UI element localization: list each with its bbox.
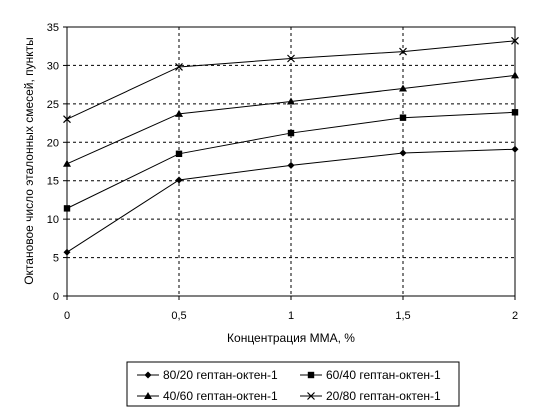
data-point xyxy=(175,176,183,184)
data-point xyxy=(399,149,407,157)
legend-box xyxy=(126,361,460,407)
series-layer xyxy=(63,36,519,256)
x-tick-label: 2 xyxy=(512,310,518,322)
y-tick-label: 30 xyxy=(47,60,59,72)
y-axis-title: Октановое число эталонных смесей, пункты xyxy=(22,37,36,285)
data-point xyxy=(287,129,295,137)
y-tick-label: 20 xyxy=(47,137,59,149)
series-4 xyxy=(63,36,519,124)
y-tick-label: 5 xyxy=(53,253,59,265)
data-point xyxy=(511,109,519,116)
data-point xyxy=(511,71,519,79)
data-point xyxy=(175,109,183,117)
data-point xyxy=(287,54,295,63)
data-point xyxy=(63,248,71,256)
legend-label: 40/60 гептан-октен-1 xyxy=(163,389,278,403)
data-point xyxy=(63,115,71,124)
data-point xyxy=(399,114,407,121)
legend-item: 40/60 гептан-октен-1 xyxy=(137,389,278,403)
data-point xyxy=(511,145,519,153)
y-tick-label: 0 xyxy=(53,291,59,303)
data-point xyxy=(399,47,407,56)
y-tick-label: 35 xyxy=(47,22,59,34)
x-tick-label: 1 xyxy=(288,310,294,322)
y-tick-label: 15 xyxy=(47,176,59,188)
data-point xyxy=(399,84,407,92)
legend-marker xyxy=(307,371,315,379)
legend-label: 80/20 гептан-октен-1 xyxy=(163,368,278,382)
series-1 xyxy=(63,145,519,256)
y-tick-label: 10 xyxy=(47,214,59,226)
series-2 xyxy=(63,109,519,212)
legend-marker xyxy=(144,392,152,399)
series-3 xyxy=(63,71,519,167)
data-point xyxy=(511,36,519,45)
legend-item: 20/80 гептан-октен-1 xyxy=(300,389,441,403)
data-point xyxy=(175,150,183,158)
legend-marker xyxy=(144,371,152,379)
legend-item: 80/20 гептан-октен-1 xyxy=(137,368,278,382)
x-tick-label: 1,5 xyxy=(395,310,410,322)
legend: 80/20 гептан-октен-1 60/40 гептан-октен-1… xyxy=(137,368,441,403)
data-point xyxy=(287,97,295,105)
data-point xyxy=(63,205,71,212)
legend-label: 60/40 гептан-октен-1 xyxy=(326,368,441,382)
data-point xyxy=(63,159,71,167)
y-tick-label: 25 xyxy=(47,99,59,111)
x-tick-label: 0 xyxy=(64,310,70,322)
grid xyxy=(67,27,515,296)
x-tick-label: 0,5 xyxy=(171,310,186,322)
legend-marker xyxy=(307,392,315,400)
legend-label: 20/80 гептан-октен-1 xyxy=(326,389,441,403)
x-axis-title: Концентрация ММА, % xyxy=(227,331,355,345)
data-point xyxy=(175,63,183,71)
axis-ticks: 0 5 10 15 20 25 30 35 0 0,5 1 1,5 2 xyxy=(47,22,518,322)
legend-item: 60/40 гептан-октен-1 xyxy=(300,368,441,382)
data-point xyxy=(287,161,295,169)
